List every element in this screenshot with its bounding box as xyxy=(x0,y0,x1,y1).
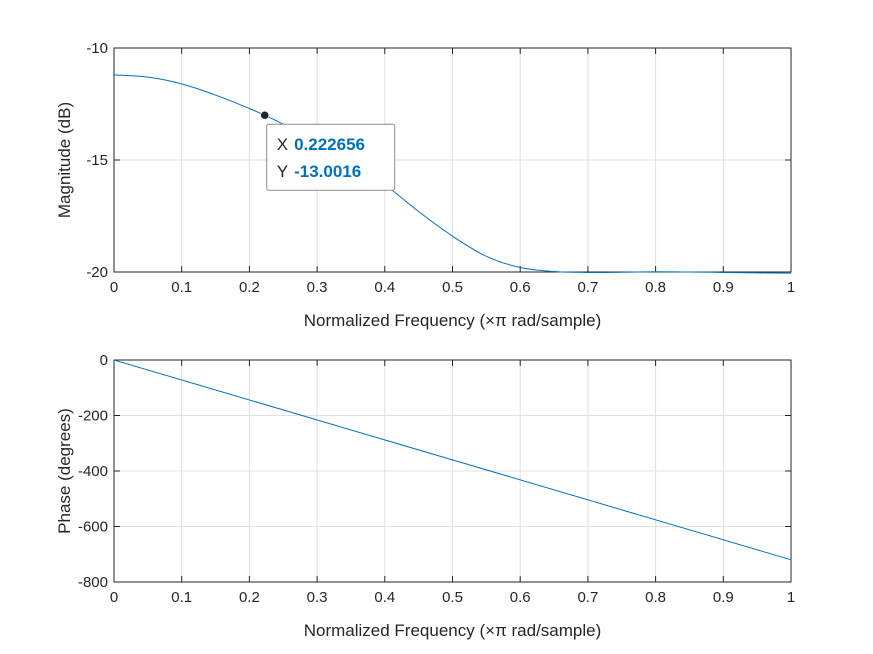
phase-x-tick-label: 0.9 xyxy=(713,589,734,606)
phase-y-axis-label: Phase (degrees) xyxy=(55,408,74,534)
magnitude-y-tick-label: -10 xyxy=(86,40,108,57)
phase-x-tick-label: 0.8 xyxy=(645,589,666,606)
magnitude-y-tick-label: -20 xyxy=(86,264,108,281)
phase-x-tick-label: 0 xyxy=(110,589,118,606)
datatip-x-value: 0.222656 xyxy=(294,135,365,154)
magnitude-y-axis-label: Magnitude (dB) xyxy=(55,102,74,218)
phase-x-tick-label: 0.3 xyxy=(307,589,328,606)
datatip-y-label: Y xyxy=(277,162,288,181)
magnitude-x-axis-label: Normalized Frequency (×π rad/sample) xyxy=(304,311,602,330)
phase-x-tick-label: 0.2 xyxy=(239,589,260,606)
datatip-x-row: X 0.222656 xyxy=(277,135,365,154)
magnitude-x-tick-label: 0.3 xyxy=(307,279,328,296)
datatip-marker[interactable] xyxy=(260,110,269,120)
phase-y-tick-label: -600 xyxy=(78,519,108,536)
phase-y-tick-label: 0 xyxy=(100,352,108,369)
magnitude-datatip[interactable]: X 0.222656 Y -13.0016 xyxy=(260,110,396,191)
phase-x-tick-label: 0.6 xyxy=(510,589,531,606)
datatip-box xyxy=(266,123,396,191)
magnitude-x-tick-label: 0.1 xyxy=(171,279,192,296)
phase-axes: 0 0.1 0.2 0.3 0.4 0.5 0.6 0.7 0.8 0.9 1 -800 -600 -40… xyxy=(55,352,795,640)
phase-y-tick-label: -200 xyxy=(78,408,108,425)
phase-x-tick-label: 0.4 xyxy=(374,589,395,606)
magnitude-x-tick-label: 0 xyxy=(110,279,118,296)
phase-x-tick-label: 0.5 xyxy=(442,589,463,606)
magnitude-x-tick-label: 0.8 xyxy=(645,279,666,296)
magnitude-series-line-0 xyxy=(113,74,792,274)
phase-x-axis-label: Normalized Frequency (×π rad/sample) xyxy=(304,621,602,640)
magnitude-x-tick-label: 1 xyxy=(787,279,795,296)
datatip-y-row: Y -13.0016 xyxy=(277,162,361,181)
phase-y-tick-label: -800 xyxy=(78,574,108,591)
magnitude-x-tick-label: 0.9 xyxy=(713,279,734,296)
magnitude-y-tick-label: -15 xyxy=(86,152,108,169)
magnitude-x-tick-label: 0.5 xyxy=(442,279,463,296)
phase-x-tick-label: 1 xyxy=(787,589,795,606)
datatip-y-value: -13.0016 xyxy=(294,162,361,181)
magnitude-x-tick-label: 0.6 xyxy=(510,279,531,296)
magnitude-x-tick-label: 0.4 xyxy=(374,279,395,296)
phase-x-tick-label: 0.1 xyxy=(171,589,192,606)
magnitude-x-tick-label: 0.2 xyxy=(239,279,260,296)
phase-x-tick-label: 0.7 xyxy=(577,589,598,606)
phase-series-line-0 xyxy=(113,359,792,561)
datatip-x-label: X xyxy=(277,135,288,154)
magnitude-axes: 0 0.1 0.2 0.3 0.4 0.5 0.6 0.7 0.8 0.9 1 -20 -15 -10 No… xyxy=(55,40,795,330)
phase-y-tick-label: -400 xyxy=(78,463,108,480)
magnitude-x-tick-label: 0.7 xyxy=(577,279,598,296)
